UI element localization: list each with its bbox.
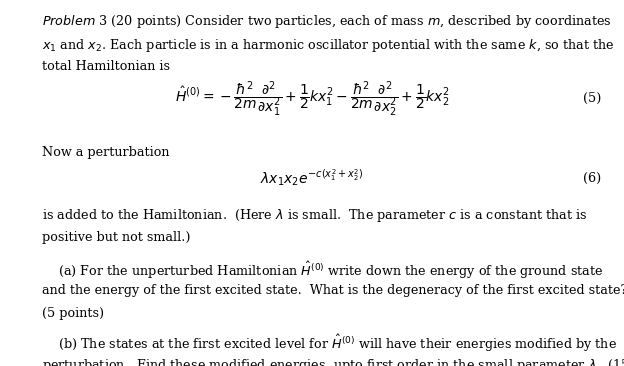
Text: positive but not small.): positive but not small.) — [42, 231, 191, 244]
Text: is added to the Hamiltonian.  (Here $\lambda$ is small.  The parameter $c$ is a : is added to the Hamiltonian. (Here $\lam… — [42, 207, 588, 224]
Text: and the energy of the first excited state.  What is the degeneracy of the first : and the energy of the first excited stat… — [42, 284, 624, 297]
Text: perturbation.  Find these modified energies, upto first order in the small param: perturbation. Find these modified energi… — [42, 357, 624, 366]
Text: (5 points): (5 points) — [42, 307, 105, 321]
Text: Now a perturbation: Now a perturbation — [42, 146, 170, 160]
Text: $\lambda x_1 x_2 e^{-c(x_1^2+x_2^2)}$: $\lambda x_1 x_2 e^{-c(x_1^2+x_2^2)}$ — [260, 168, 364, 189]
Text: (5): (5) — [583, 92, 601, 105]
Text: (b) The states at the first excited level for $\hat{H}^{(0)}$ will have their en: (b) The states at the first excited leve… — [42, 333, 618, 354]
Text: $x_1$ and $x_2$. Each particle is in a harmonic oscillator potential with the sa: $x_1$ and $x_2$. Each particle is in a h… — [42, 37, 615, 53]
Text: (a) For the unperturbed Hamiltonian $\hat{H}^{(0)}$ write down the energy of the: (a) For the unperturbed Hamiltonian $\ha… — [42, 260, 604, 281]
Text: total Hamiltonian is: total Hamiltonian is — [42, 60, 170, 74]
Text: $\hat{H}^{(0)} = -\dfrac{\hbar^2}{2m}\dfrac{\partial^2}{\partial x_1^2} + \dfrac: $\hat{H}^{(0)} = -\dfrac{\hbar^2}{2m}\df… — [175, 79, 449, 119]
Text: (6): (6) — [583, 172, 601, 185]
Text: $\mathit{Problem}$ 3 (20 points) Consider two particles, each of mass $m$, descr: $\mathit{Problem}$ 3 (20 points) Conside… — [42, 13, 612, 30]
